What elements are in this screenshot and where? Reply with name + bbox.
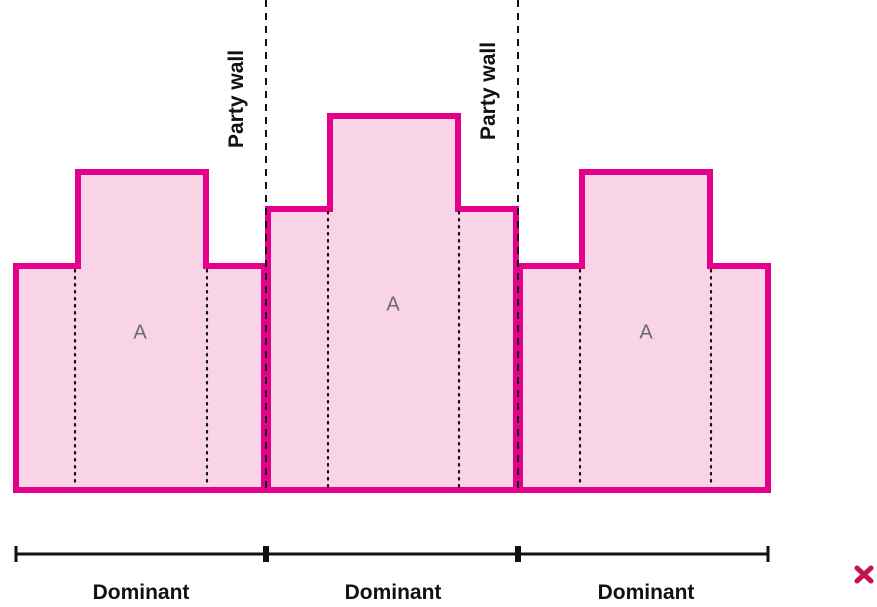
area-label-middle: A [386,293,400,315]
building-middle [265,113,519,493]
party-wall-label-2: Party wall [477,42,500,140]
party-wall-label-1: Party wall [225,50,248,148]
area-label-right: A [639,321,653,343]
building-right [517,169,771,493]
cross-mark-icon [854,565,874,584]
building-left [13,169,267,493]
dominant-label-middle: Dominant [345,581,442,604]
dominant-label-left: Dominant [93,581,190,604]
area-label-left: A [133,321,147,343]
dominant-label-right: Dominant [598,581,695,604]
